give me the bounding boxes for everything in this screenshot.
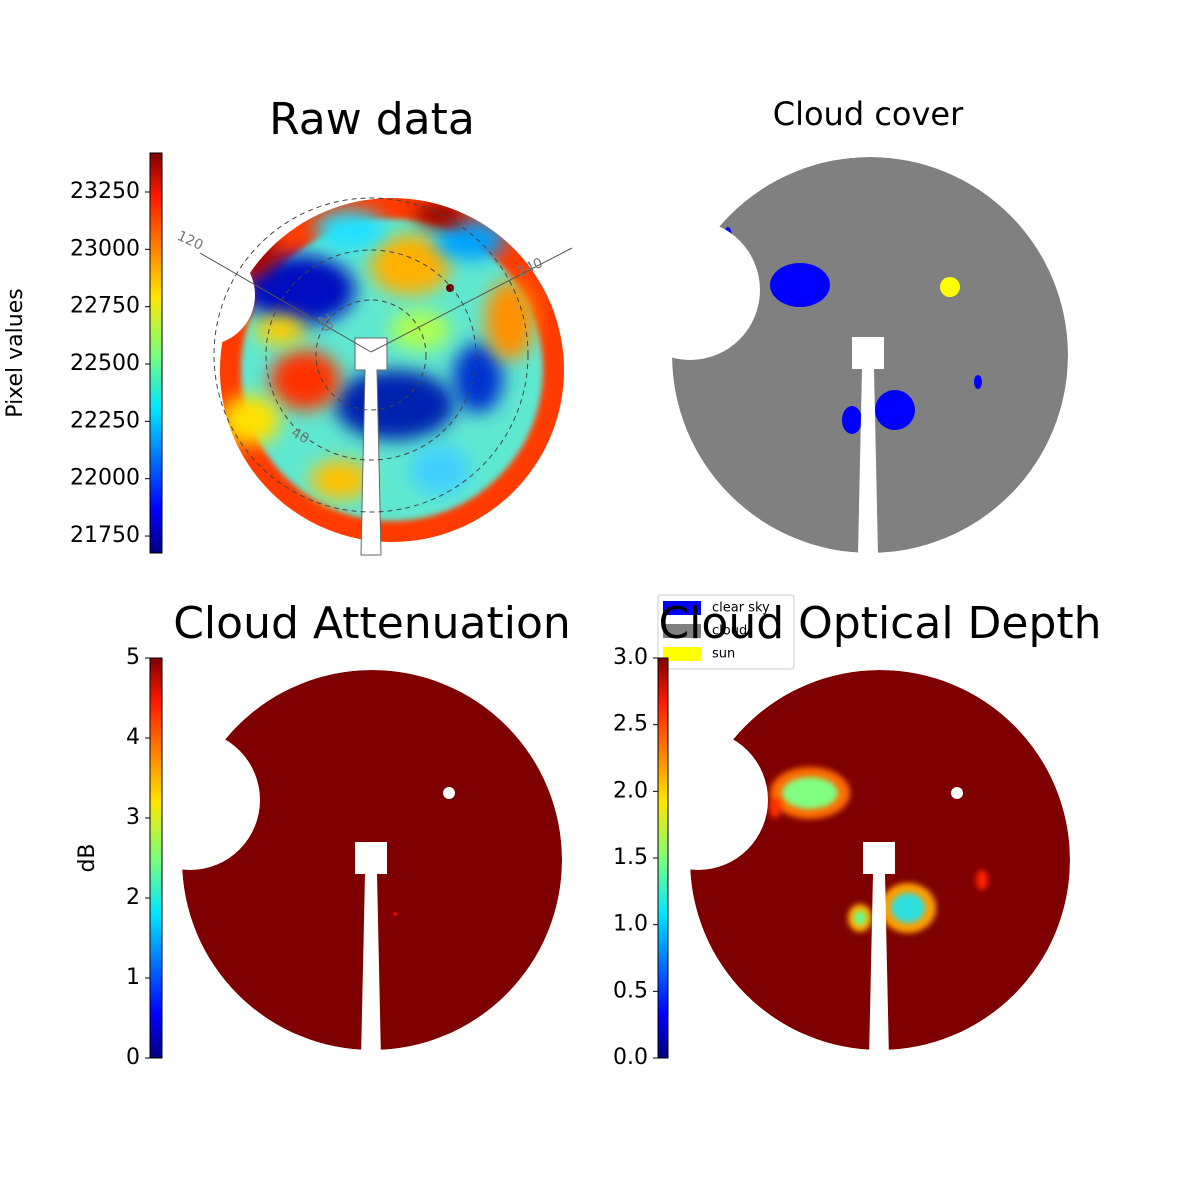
polar-axis <box>199 252 372 353</box>
legend-label: clear sky <box>712 601 770 616</box>
sky-edge <box>220 198 564 542</box>
colorbar-tick-label: 23250 <box>70 179 140 204</box>
horizon-mask <box>155 245 255 345</box>
camera-arm-mask <box>852 337 884 554</box>
legend-label: sun <box>712 647 735 662</box>
sky-region <box>220 395 280 445</box>
polar-grid <box>265 249 477 461</box>
panel-title: Cloud Optical Depth <box>658 598 1101 649</box>
sky-region <box>974 375 982 389</box>
camera-arm-mask <box>354 337 388 556</box>
colorbar-tick-label: 0.5 <box>613 978 648 1003</box>
sky-region <box>415 203 465 227</box>
polar-label: 40 <box>288 425 311 448</box>
colorbar-tick-label: 4 <box>126 725 140 750</box>
colorbar-tick-label: 22500 <box>70 351 140 376</box>
sky-region <box>782 777 838 809</box>
colorbar-tick-label: 5 <box>126 645 140 670</box>
sky-image <box>220 198 564 542</box>
colorbar-tick-label: 2 <box>126 885 140 910</box>
sky-region <box>770 263 830 307</box>
colorbar-tick-label: 2.5 <box>613 712 648 737</box>
colorbar-tick-label: 22250 <box>70 408 140 433</box>
colorbar-label: dB <box>75 843 100 872</box>
panel-title: Raw data <box>269 94 475 145</box>
colorbar-tick-label: 2.0 <box>613 778 648 803</box>
sky-region <box>393 912 397 916</box>
sun-mask <box>443 787 455 799</box>
panel: Cloud cover <box>620 95 1068 554</box>
sky-region <box>875 390 915 430</box>
polar-label: 20 <box>314 312 336 335</box>
sky-region <box>310 460 370 500</box>
colorbar <box>149 657 163 1059</box>
sky-region <box>435 220 505 260</box>
sky-region <box>335 370 455 440</box>
polar-grid <box>213 197 529 513</box>
panel: Cloud Attenuation 0 1 2 3 4 5 dB <box>75 598 571 1070</box>
legend-label: cloud <box>712 624 747 639</box>
camera-arm-mask <box>863 842 895 1059</box>
sky-region <box>315 210 385 250</box>
colorbar-tick-label: 1 <box>126 965 140 990</box>
sun-marker <box>446 284 454 292</box>
colorbar-tick-label: 0 <box>126 1045 140 1070</box>
panel-title: Cloud Attenuation <box>173 598 571 649</box>
sun-mask <box>951 787 963 799</box>
colorbar-tick-label: 22000 <box>70 466 140 491</box>
legend-swatch <box>663 647 701 661</box>
colorbar-label: Pixel values <box>3 288 28 417</box>
sky-region <box>842 406 862 434</box>
sun-marker <box>940 277 960 297</box>
sky-region <box>976 870 988 890</box>
sky-region <box>453 343 503 413</box>
colorbar-tick-label: 22750 <box>70 294 140 319</box>
camera-arm-mask <box>355 842 387 1059</box>
panel: Cloud Optical Depth 0.0 0.5 1.0 1.5 2.0 2.5 3.0 <box>613 598 1102 1070</box>
sky-region <box>270 350 340 410</box>
colorbar-tick-label: 23000 <box>70 236 140 261</box>
colorbar-tick-label: 21750 <box>70 523 140 548</box>
sky-region <box>769 798 781 818</box>
colorbar-tick-label: 1.0 <box>613 912 648 937</box>
sky-region <box>255 315 305 345</box>
legend-swatch <box>663 624 701 638</box>
colorbar-tick-label: 3 <box>126 805 140 830</box>
sky-region <box>370 235 450 295</box>
colorbar <box>657 657 669 1059</box>
polar-grid <box>315 299 427 411</box>
sky-region <box>891 893 925 923</box>
colorbar <box>149 152 163 554</box>
legend-swatch <box>663 601 701 615</box>
colorbar-tick-label: 1.5 <box>613 845 648 870</box>
panel-title: Cloud cover <box>773 95 964 133</box>
colorbar-tick-label: 0.0 <box>613 1045 648 1070</box>
sky-region <box>854 911 866 925</box>
sky-region <box>245 255 355 325</box>
sky-region <box>485 280 535 360</box>
polar-axis <box>370 247 573 353</box>
horizon-mask <box>628 730 768 870</box>
horizon-mask <box>620 220 760 360</box>
sky-region <box>410 445 470 495</box>
horizon-mask <box>120 730 260 870</box>
colorbar-tick-label: 3.0 <box>613 645 648 670</box>
legend: clear sky cloud sun <box>657 594 795 670</box>
